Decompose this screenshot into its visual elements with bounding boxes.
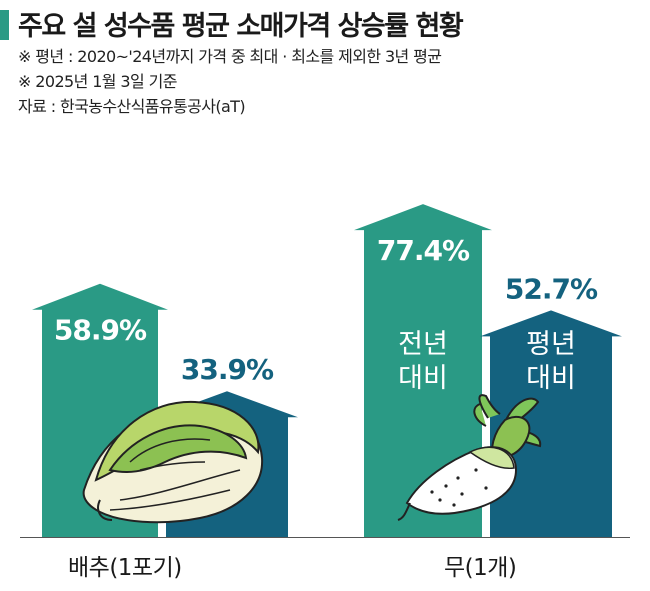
note-reference-date: ※ 2025년 1월 3일 기준 xyxy=(18,72,177,91)
source-note: 자료 : 한국농수산식품유통공사(aT) xyxy=(18,97,246,116)
series-inline-label-normal-year-line2: 대비 xyxy=(526,363,576,394)
value-label-radish-prev-year: 77.4% xyxy=(377,234,470,267)
series-inline-label-normal-year-line1: 평년 xyxy=(526,329,576,360)
note-normal-year-definition: ※ 평년 : 2020~'24년까지 가격 중 최대 · 최소를 제외한 3년 … xyxy=(18,47,442,66)
series-inline-label-prev-year-line2: 대비 xyxy=(398,363,448,394)
napa-cabbage-icon xyxy=(82,400,264,524)
bar-radish-normal-year xyxy=(480,310,622,537)
radish-icon xyxy=(397,394,542,521)
series-inline-label-prev-year-line1: 전년 xyxy=(398,329,448,360)
page-title: 주요 설 성수품 평균 소매가격 상승률 현황 xyxy=(18,11,464,42)
category-label-radish: 무(1개) xyxy=(444,555,517,581)
category-label-cabbage: 배추(1포기) xyxy=(68,555,182,581)
title-accent-bar xyxy=(0,10,9,40)
value-label-cabbage-normal-year: 33.9% xyxy=(181,353,274,386)
bar-radish-prev-year xyxy=(354,204,492,537)
value-label-radish-normal-year: 52.7% xyxy=(505,272,598,305)
value-label-cabbage-prev-year: 58.9% xyxy=(54,314,147,347)
